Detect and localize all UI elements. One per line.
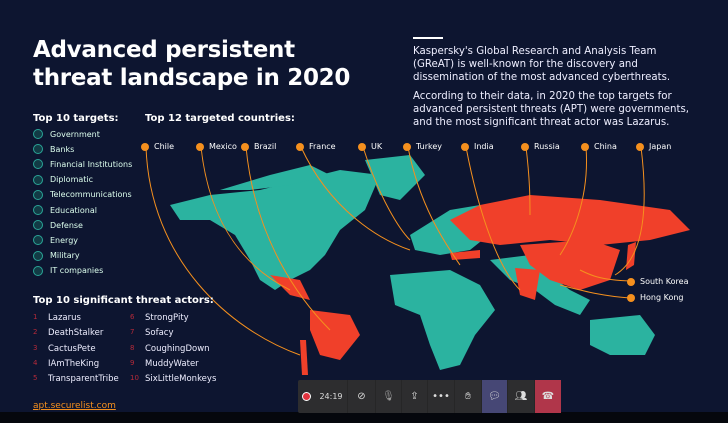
turkey [450, 250, 480, 260]
target-category-icon [33, 250, 43, 261]
marker-dot-icon [141, 142, 149, 151]
marker-dot-icon [296, 142, 304, 151]
target-item: Educational [33, 205, 97, 215]
target-item: Defense [33, 220, 83, 231]
threat-actor-item: 10 SixLittleMonkeys [130, 374, 217, 385]
target-item: Energy [33, 235, 78, 246]
mic-toggle-button[interactable]: 🎙︎ [376, 380, 402, 413]
australia [590, 315, 655, 355]
phone-hangup-icon: ☎︎ [541, 391, 555, 402]
marker-dot-icon [636, 142, 644, 151]
greenland [365, 155, 425, 200]
slide-title: Advanced persistent threat landscape in … [33, 36, 350, 92]
marker-dot-icon [403, 142, 411, 151]
people-icon: 👥︎ [514, 391, 528, 402]
title-line: threat landscape in 2020 [33, 65, 351, 91]
marker-dot-icon [461, 142, 469, 151]
share-screen-button[interactable]: ⇪ [402, 380, 428, 413]
country-label: Japan [636, 142, 671, 151]
marker-dot-icon [581, 142, 589, 151]
country-label: China [581, 142, 617, 151]
country-label: UK [358, 142, 382, 151]
country-label: Brazil [241, 142, 276, 151]
recording-indicator: 24:19 [298, 380, 348, 413]
targets-heading: Top 10 targets: [33, 113, 119, 124]
target-item: Banks [33, 144, 74, 155]
threat-actor-item: 8 CoughingDown [130, 343, 210, 354]
country-label: Mexico [196, 142, 237, 151]
india [515, 268, 540, 300]
hang-up-button[interactable]: ☎︎ [535, 380, 561, 413]
country-label: Hong Kong [627, 293, 684, 302]
participants-button[interactable]: 👥︎ [508, 380, 535, 413]
call-timer: 24:19 [319, 392, 343, 401]
threat-actor-item: 7 Sofacy [130, 328, 174, 339]
target-category-icon [33, 144, 43, 155]
target-category-icon [33, 220, 43, 231]
target-item: Diplomatic [33, 174, 93, 185]
actors-heading: Top 10 significant threat actors: [33, 295, 214, 306]
threat-actor-item: 2 DeathStalker [33, 328, 104, 339]
threat-actor-item: 4 IAmTheKing [33, 358, 100, 369]
russia [450, 195, 690, 245]
chat-button[interactable]: 💬︎ [482, 380, 508, 413]
camera-off-icon: ⊘ [357, 391, 366, 402]
chile [300, 340, 308, 375]
threat-actor-item: 3 CactusPete [33, 343, 96, 354]
target-item: Financial Institutions [33, 159, 132, 170]
threat-actor-item: 6 StrongPity [130, 313, 189, 323]
canada-north [220, 165, 330, 190]
target-item: IT companies [33, 265, 103, 276]
title-line: Advanced persistent [33, 37, 295, 63]
more-options-button[interactable]: ••• [428, 380, 455, 413]
target-item: Telecommunications [33, 189, 132, 200]
marker-dot-icon [521, 142, 529, 151]
connector-lines [145, 146, 645, 356]
china [520, 240, 620, 290]
marker-dot-icon [196, 142, 204, 151]
call-toolbar: 24:19 ⊘ 🎙︎ ⇪ ••• ✋︎ 💬︎ 👥︎ ☎︎ [298, 380, 561, 413]
mic-off-icon: 🎙︎ [382, 391, 395, 402]
target-category-icon [33, 174, 43, 185]
threat-actor-item: 1 Lazarus [33, 313, 81, 323]
target-category-icon [33, 265, 43, 276]
country-label: Turkey [403, 142, 442, 151]
securelist-link[interactable]: apt.securelist.com [33, 401, 116, 411]
camera-toggle-button[interactable]: ⊘ [348, 380, 376, 413]
intro-paragraph: Kaspersky's Global Research and Analysis… [413, 46, 671, 83]
target-category-icon [33, 159, 43, 170]
summary-paragraph: According to their data, in 2020 the top… [413, 91, 690, 128]
chat-icon: 💬︎ [488, 391, 501, 402]
north-america [170, 170, 380, 290]
marker-dot-icon [627, 277, 635, 286]
target-item: Military [33, 250, 80, 261]
country-label: France [296, 142, 336, 151]
country-label: South Korea [627, 277, 688, 286]
share-icon: ⇪ [410, 391, 419, 402]
marker-dot-icon [358, 142, 366, 151]
africa [390, 270, 495, 370]
hand-icon: ✋︎ [465, 391, 471, 402]
raise-hand-button[interactable]: ✋︎ [455, 380, 482, 413]
threat-actor-item: 5 TransparentTribe [33, 374, 119, 385]
countries-heading: Top 12 targeted countries: [145, 113, 295, 124]
country-label: Chile [141, 142, 174, 151]
marker-dot-icon [241, 142, 249, 151]
target-category-icon [33, 189, 43, 200]
target-category-icon [33, 235, 43, 246]
asia-south [490, 255, 590, 315]
threat-actor-item: 9 MuddyWater [130, 358, 199, 369]
country-label: Russia [521, 142, 560, 151]
world-map [170, 155, 690, 375]
presentation-slide: Advanced persistent threat landscape in … [0, 0, 728, 412]
target-category-icon [33, 129, 43, 139]
country-label: India [461, 142, 494, 151]
target-category-icon [33, 205, 43, 215]
divider [413, 37, 443, 39]
more-icon: ••• [432, 391, 450, 402]
record-icon [302, 392, 312, 401]
target-item: Government [33, 129, 100, 139]
marker-dot-icon [627, 293, 635, 302]
